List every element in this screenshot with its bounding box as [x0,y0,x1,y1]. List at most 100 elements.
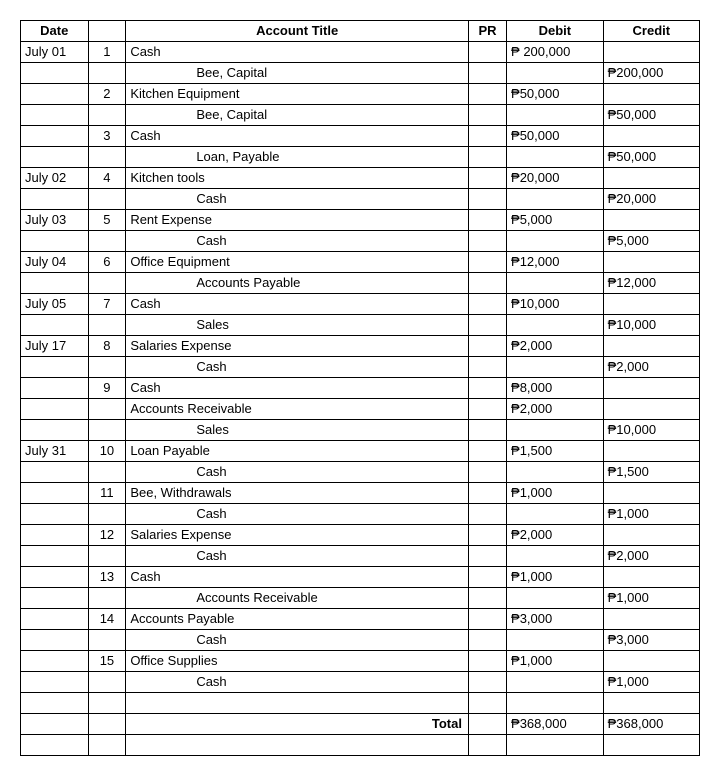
cell-num: 14 [88,609,126,630]
cell-credit: ₱20,000 [603,189,699,210]
cell-pr [468,357,506,378]
cell-pr [468,735,506,756]
cell-credit: ₱2,000 [603,546,699,567]
cell-debit [507,273,604,294]
cell-pr [468,126,506,147]
cell-pr [468,714,506,735]
cell-debit [507,588,604,609]
table-row: 3Cash₱50,000 [21,126,700,147]
cell-credit: ₱368,000 [603,714,699,735]
table-row: Sales₱10,000 [21,420,700,441]
cell-debit: ₱50,000 [507,126,604,147]
cell-pr [468,294,506,315]
cell-debit [507,420,604,441]
cell-debit [507,357,604,378]
cell-credit: ₱5,000 [603,231,699,252]
cell-title: Bee, Capital [126,105,469,126]
cell-credit: ₱10,000 [603,420,699,441]
cell-credit [603,609,699,630]
cell-date [21,672,89,693]
cell-debit [507,735,604,756]
table-row: July 057Cash₱10,000 [21,294,700,315]
cell-date [21,546,89,567]
cell-debit: ₱3,000 [507,609,604,630]
cell-date [21,273,89,294]
header-row: Date Account Title PR Debit Credit [21,21,700,42]
table-row: Cash₱3,000 [21,630,700,651]
table-row: Total₱368,000₱368,000 [21,714,700,735]
cell-title: Accounts Payable [126,609,469,630]
table-row: 15Office Supplies₱1,000 [21,651,700,672]
cell-date [21,63,89,84]
cell-debit [507,147,604,168]
cell-num [88,504,126,525]
cell-date [21,462,89,483]
cell-date: July 04 [21,252,89,273]
cell-pr [468,588,506,609]
header-debit: Debit [507,21,604,42]
cell-credit [603,126,699,147]
cell-pr [468,546,506,567]
cell-pr [468,567,506,588]
cell-title: Sales [126,315,469,336]
cell-date [21,504,89,525]
cell-pr [468,651,506,672]
cell-num [88,63,126,84]
table-row [21,735,700,756]
cell-date [21,714,89,735]
cell-date [21,147,89,168]
table-row: Loan, Payable₱50,000 [21,147,700,168]
table-row: 9Cash ₱8,000 [21,378,700,399]
cell-credit: ₱12,000 [603,273,699,294]
table-row: Cash₱2,000 [21,357,700,378]
cell-pr [468,42,506,63]
cell-credit: ₱1,500 [603,462,699,483]
cell-debit: ₱1,000 [507,651,604,672]
cell-title: Cash [126,378,469,399]
cell-debit [507,630,604,651]
cell-num: 12 [88,525,126,546]
cell-title: Cash [126,546,469,567]
cell-debit: ₱ 200,000 [507,42,604,63]
cell-num: 15 [88,651,126,672]
cell-date [21,378,89,399]
table-row: Accounts Payable₱12,000 [21,273,700,294]
table-row: 11Bee, Withdrawals₱1,000 [21,483,700,504]
cell-date [21,399,89,420]
cell-title: Cash [126,504,469,525]
cell-debit [507,462,604,483]
cell-pr [468,672,506,693]
cell-pr [468,168,506,189]
cell-date [21,126,89,147]
cell-debit [507,63,604,84]
cell-credit [603,441,699,462]
table-row: Cash₱20,000 [21,189,700,210]
cell-num: 9 [88,378,126,399]
cell-pr [468,336,506,357]
cell-title: Salaries Expense [126,336,469,357]
cell-date: July 17 [21,336,89,357]
cell-date: July 02 [21,168,89,189]
cell-date [21,315,89,336]
cell-pr [468,63,506,84]
cell-credit [603,294,699,315]
table-row: Accounts Receivable₱1,000 [21,588,700,609]
cell-title: Bee, Capital [126,63,469,84]
cell-debit: ₱8,000 [507,378,604,399]
cell-num [88,147,126,168]
cell-title: Accounts Receivable [126,399,469,420]
cell-date: July 01 [21,42,89,63]
cell-debit [507,693,604,714]
cell-num [88,735,126,756]
cell-debit [507,546,604,567]
cell-pr [468,462,506,483]
cell-date [21,357,89,378]
cell-credit [603,84,699,105]
cell-date [21,525,89,546]
cell-credit: ₱10,000 [603,315,699,336]
cell-credit: ₱1,000 [603,672,699,693]
cell-title [126,693,469,714]
cell-title: Cash [126,126,469,147]
cell-num: 13 [88,567,126,588]
cell-debit: ₱12,000 [507,252,604,273]
